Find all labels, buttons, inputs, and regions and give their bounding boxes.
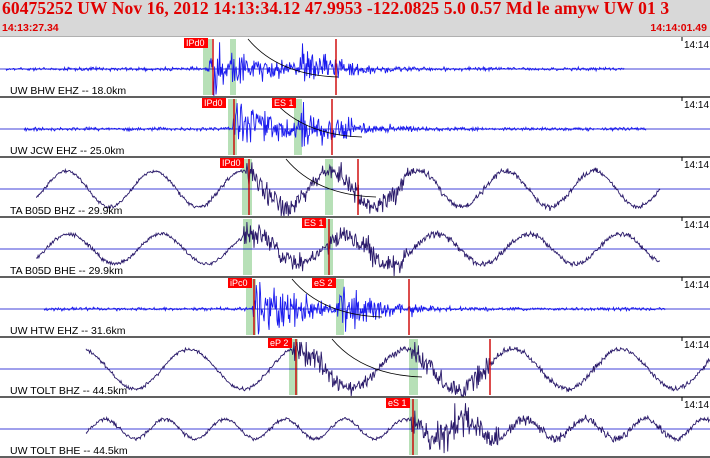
pick-window-band [289,339,298,395]
phase-pick-label[interactable]: IPd0 [184,38,208,48]
waveform-trace [23,101,647,147]
station-label: UW TOLT BHZ -- 44.5km [10,385,127,397]
end-time: 14:14:01.49 [650,22,707,34]
pick-label-box [386,398,410,408]
pick-label-box [220,158,244,168]
phase-pick-label[interactable]: IPd0 [202,98,226,108]
phase-pick-label[interactable]: eS 2 [312,278,336,288]
phase-pick-label[interactable]: ES 1 [302,218,326,228]
pick-window-band [243,219,252,275]
start-time: 14:13:27.34 [2,22,59,34]
waveform-trace [85,403,710,454]
pick-window-band [203,39,212,95]
pick-label-text: ES 1 [274,98,294,108]
pick-label-box [312,278,336,288]
pick-window-band [336,279,344,335]
pick-label-box [268,338,292,348]
trace-row[interactable]: IPd0 TA B05D BHZ -- 29.9km 14:14 [0,157,710,218]
event-header: 60475252 UW Nov 16, 2012 14:13:34.12 47.… [0,0,710,37]
phase-pick-label[interactable]: ES 1 [272,98,296,108]
pick-label-box [184,38,208,48]
pick-label-text: eP 2 [270,338,288,348]
pick-label-text: IPd0 [222,158,241,168]
travel-time-curve [291,278,383,318]
phase-pick-label[interactable]: eP 2 [268,338,292,348]
travel-time-curve [247,38,339,78]
waveform-trace [85,341,710,397]
pick-label-box [272,98,296,108]
station-label: UW JCW EHZ -- 25.0km [10,145,125,157]
waveform-trace [35,162,661,217]
pick-window-band [242,159,252,215]
travel-time-curve [285,158,377,198]
pick-label-text: ES 1 [304,218,324,228]
event-title: 60475252 UW Nov 16, 2012 14:13:34.12 47.… [2,0,670,18]
time-tick-label: 14:14 [684,100,709,111]
station-label: TA B05D BHE -- 29.9km [10,265,123,277]
pick-label-box [202,98,226,108]
pick-window-band [230,39,236,95]
waveform-trace [5,42,625,97]
trace-row[interactable]: eP 2 UW TOLT BHZ -- 44.5km 14:14 [0,337,710,398]
travel-time-curve [331,338,423,378]
phase-pick-label[interactable]: iPc0 [228,278,252,288]
phase-pick-label[interactable]: eS 1 [386,398,410,408]
station-label: UW BHW EHZ -- 18.0km [10,85,126,97]
time-tick-label: 14:14 [684,400,709,411]
time-tick-label: 14:14 [684,280,709,291]
station-label: TA B05D BHZ -- 29.9km [10,205,123,217]
trace-row[interactable]: IPd0 ES 1 UW JCW EHZ -- 25.0km 14:14 [0,97,710,158]
pick-label-text: IPd0 [186,38,205,48]
pick-label-text: iPc0 [230,278,248,288]
phase-pick-label[interactable]: IPd0 [220,158,244,168]
trace-row[interactable]: iPc0 eS 2 UW HTW EHZ -- 31.6km 14:14 [0,277,710,338]
pick-window-band [246,279,256,335]
trace-row[interactable]: eS 1 UW TOLT BHE -- 44.5km 14:14 [0,397,710,458]
pick-label-text: IPd0 [204,98,223,108]
station-label: UW HTW EHZ -- 31.6km [10,325,126,337]
waveform-trace [43,281,666,335]
pick-label-box [228,278,252,288]
waveform-trace [35,221,661,277]
time-tick-label: 14:14 [684,160,709,171]
pick-window-band [409,339,418,395]
time-tick-label: 14:14 [684,340,709,351]
time-tick-label: 14:14 [684,220,709,231]
pick-label-box [302,218,326,228]
time-tick-label: 14:14 [684,40,709,51]
station-label: UW TOLT BHE -- 44.5km [10,445,128,457]
trace-row[interactable]: IPd0 UW BHW EHZ -- 18.0km 14:14 [0,37,710,98]
pick-label-text: eS 2 [314,278,333,288]
pick-window-band [325,159,333,215]
pick-label-text: eS 1 [388,398,407,408]
trace-row[interactable]: ES 1 TA B05D BHE -- 29.9km 14:14 [0,217,710,278]
seismogram-panel[interactable]: IPd0 UW BHW EHZ -- 18.0km 14:14 IPd0 ES 1 UW … [0,37,710,458]
